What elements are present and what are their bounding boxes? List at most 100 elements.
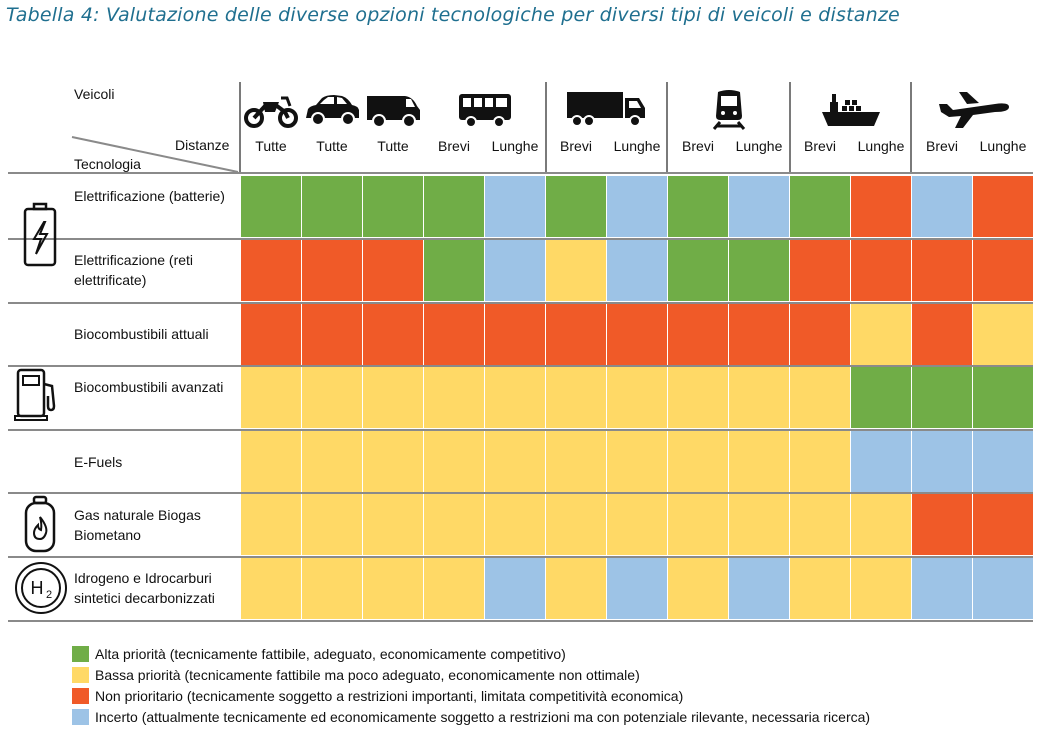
grid-cell bbox=[912, 367, 972, 428]
legend-swatch bbox=[72, 666, 89, 683]
train-icon bbox=[704, 88, 754, 130]
row-separator bbox=[8, 365, 1033, 367]
grid-cell bbox=[607, 367, 667, 428]
grid-cell bbox=[302, 367, 362, 428]
technology-label: Gas naturale Biogas Biometano bbox=[74, 507, 201, 543]
distance-label: Brevi bbox=[804, 138, 836, 154]
grid-cell bbox=[302, 176, 362, 237]
grid-cell bbox=[424, 304, 484, 365]
grid-cell bbox=[424, 176, 484, 237]
grid-cell bbox=[363, 367, 423, 428]
row-separator bbox=[8, 620, 1033, 622]
grid-cell bbox=[607, 558, 667, 619]
distance-label: Lunghe bbox=[613, 138, 661, 154]
grid-cell bbox=[912, 431, 972, 492]
grid-cell bbox=[485, 558, 545, 619]
truck-icon bbox=[565, 88, 649, 130]
grid-cell bbox=[668, 431, 728, 492]
grid-cell bbox=[668, 558, 728, 619]
legend-swatch bbox=[72, 687, 89, 704]
grid-cell bbox=[973, 494, 1033, 555]
grid-cell bbox=[729, 431, 789, 492]
grid-cell bbox=[668, 367, 728, 428]
battery-icon bbox=[20, 202, 60, 268]
grid-cell bbox=[302, 304, 362, 365]
distance-label: Brevi bbox=[560, 138, 592, 154]
grid-cell bbox=[607, 240, 667, 301]
grid-cell bbox=[912, 176, 972, 237]
grid-cell bbox=[241, 558, 301, 619]
grid-cell bbox=[424, 431, 484, 492]
row-separator bbox=[8, 302, 1033, 304]
technology-label: Idrogeno e Idrocarburi sintetici decarbo… bbox=[74, 570, 215, 606]
grid-cell bbox=[912, 494, 972, 555]
grid-cell bbox=[973, 304, 1033, 365]
grid-cell bbox=[363, 494, 423, 555]
grid-cell bbox=[546, 494, 606, 555]
grid-cell bbox=[241, 367, 301, 428]
row-separator bbox=[8, 429, 1033, 431]
legend-item: Bassa priorità (tecnicamente fattibile m… bbox=[72, 666, 640, 683]
header-distanze: Distanze bbox=[175, 137, 230, 153]
grid-cell bbox=[241, 176, 301, 237]
distance-label: Brevi bbox=[438, 138, 470, 154]
grid-cell bbox=[790, 176, 850, 237]
grid-cell bbox=[302, 558, 362, 619]
grid-cell bbox=[363, 431, 423, 492]
grid-cell bbox=[424, 494, 484, 555]
grid-cell bbox=[363, 558, 423, 619]
grid-cell bbox=[729, 558, 789, 619]
grid-cell bbox=[851, 240, 911, 301]
grid-cell bbox=[546, 558, 606, 619]
grid-cell bbox=[485, 494, 545, 555]
grid-cell bbox=[485, 367, 545, 428]
grid-cell bbox=[973, 367, 1033, 428]
grid-cell bbox=[973, 431, 1033, 492]
row-separator bbox=[8, 492, 1033, 494]
legend-text: Bassa priorità (tecnicamente fattibile m… bbox=[95, 666, 640, 683]
airplane-icon bbox=[933, 88, 1013, 130]
grid-cell bbox=[241, 304, 301, 365]
grid-cell bbox=[241, 494, 301, 555]
fuel-pump-icon bbox=[14, 366, 60, 422]
header-tecnologia: Tecnologia bbox=[74, 156, 141, 172]
grid-cell bbox=[546, 240, 606, 301]
motorcycle-icon bbox=[241, 88, 301, 130]
grid-cell bbox=[424, 558, 484, 619]
grid-cell bbox=[485, 431, 545, 492]
vehicle-group-separator bbox=[545, 82, 547, 172]
hydrogen-symbol: H bbox=[31, 578, 44, 598]
grid-cell bbox=[546, 304, 606, 365]
vehicle-group-separator bbox=[789, 82, 791, 172]
vehicle-group-separator bbox=[666, 82, 668, 172]
grid-cell bbox=[668, 176, 728, 237]
technology-label: Biocombustibili avanzati bbox=[74, 379, 224, 395]
distance-label: Brevi bbox=[926, 138, 958, 154]
legend-swatch bbox=[72, 708, 89, 725]
grid-cell bbox=[607, 176, 667, 237]
grid-cell bbox=[729, 494, 789, 555]
grid-cell bbox=[485, 176, 545, 237]
grid-cell bbox=[546, 176, 606, 237]
grid-cell bbox=[729, 240, 789, 301]
grid-cell bbox=[851, 367, 911, 428]
row-separator bbox=[8, 556, 1033, 558]
row-separator bbox=[8, 238, 1033, 240]
grid-cell bbox=[729, 367, 789, 428]
distance-label: Lunghe bbox=[491, 138, 539, 154]
grid-cell bbox=[424, 367, 484, 428]
grid-cell bbox=[851, 176, 911, 237]
grid-cell bbox=[912, 240, 972, 301]
grid-cell bbox=[302, 240, 362, 301]
grid-cell bbox=[973, 558, 1033, 619]
row-separator bbox=[8, 172, 1033, 174]
grid-cell bbox=[851, 494, 911, 555]
grid-cell bbox=[729, 304, 789, 365]
grid-cell bbox=[302, 431, 362, 492]
grid-cell bbox=[363, 240, 423, 301]
grid-cell bbox=[668, 240, 728, 301]
grid-cell bbox=[668, 304, 728, 365]
grid-cell bbox=[851, 304, 911, 365]
vehicle-group-separator bbox=[239, 82, 241, 172]
